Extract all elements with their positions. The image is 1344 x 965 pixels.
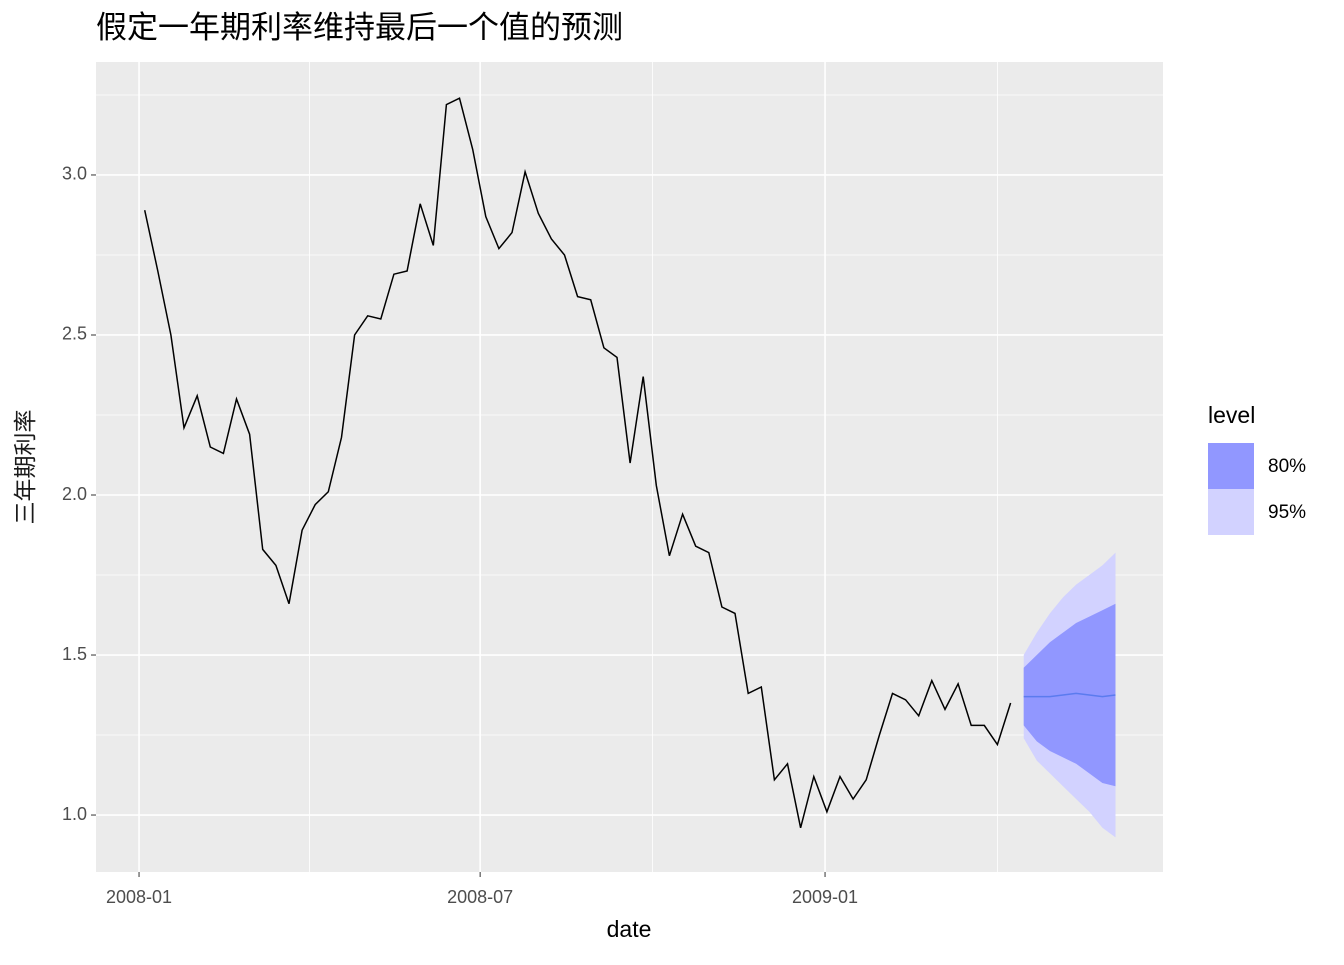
y-tick-label: 1.0 — [62, 804, 87, 824]
x-axis-title: date — [607, 916, 652, 942]
x-tick-label: 2009-01 — [792, 887, 858, 907]
legend-key — [1208, 443, 1254, 489]
forecast-line — [1023, 692, 1116, 698]
legend-key — [1208, 489, 1254, 535]
y-axis-title: 三年期利率 — [12, 410, 38, 525]
y-tick-label: 2.5 — [62, 324, 87, 344]
plot-panel — [96, 62, 1163, 872]
data-line — [143, 97, 1012, 828]
legend-label: 95% — [1268, 502, 1306, 523]
legend-label: 80% — [1268, 456, 1306, 477]
y-tick-label: 2.0 — [62, 484, 87, 504]
y-tick-label: 1.5 — [62, 644, 87, 664]
legend-title: level — [1208, 402, 1255, 428]
x-tick-label: 2008-07 — [447, 887, 513, 907]
interval-band — [1023, 603, 1116, 787]
x-tick-label: 2008-01 — [106, 887, 172, 907]
y-tick-label: 3.0 — [62, 164, 87, 184]
chart-title: 假定一年期利率维持最后一个值的预测 — [96, 10, 623, 45]
